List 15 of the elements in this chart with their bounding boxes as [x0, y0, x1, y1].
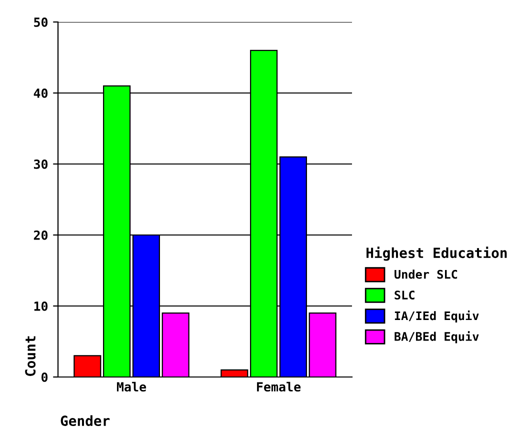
x-tick-label: Female — [257, 382, 301, 392]
y-axis-title: Count — [25, 336, 36, 376]
legend-label: IA/IEd Equiv — [394, 310, 479, 323]
y-tick-label: 40 — [34, 88, 48, 98]
y-tick-label: 0 — [42, 372, 48, 382]
x-tick-label: Male — [116, 382, 146, 392]
y-tick-label: 20 — [34, 230, 48, 240]
legend-title: Highest Education — [366, 246, 507, 261]
legend-label: Under SLC — [394, 270, 458, 279]
y-tick-label: 10 — [34, 301, 48, 311]
legend-label: SLC — [394, 290, 414, 300]
y-tick-label: 30 — [34, 159, 48, 169]
x-axis-title: Gender — [60, 415, 110, 426]
legend-label: BA/BEd Equiv — [394, 331, 479, 344]
y-tick-label: 50 — [34, 17, 48, 27]
